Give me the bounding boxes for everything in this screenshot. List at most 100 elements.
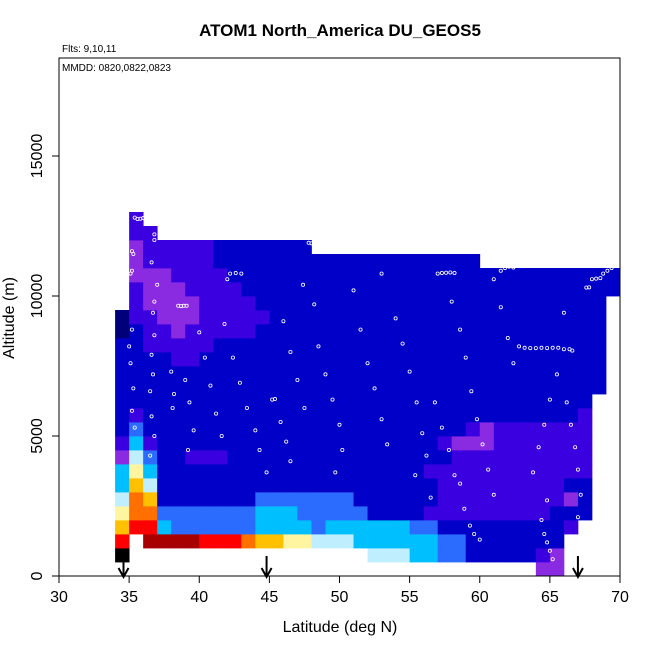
heatmap-cell [563, 478, 579, 493]
heatmap-cell [535, 380, 551, 395]
heatmap-cell [115, 408, 130, 423]
heatmap-cell [409, 268, 425, 283]
track-point [486, 467, 491, 472]
heatmap-cell [493, 310, 509, 325]
heatmap-cell [451, 296, 467, 311]
heatmap-cell [255, 450, 270, 465]
heatmap-cell [507, 338, 523, 353]
track-point [302, 405, 307, 410]
heatmap-cell [297, 338, 312, 353]
heatmap-cell [115, 478, 130, 493]
heatmap-cell [577, 310, 593, 325]
track-point [148, 453, 153, 458]
heatmap-cell [521, 380, 537, 395]
x-tick-label: 40 [190, 589, 208, 606]
heatmap-cell [381, 310, 396, 325]
heatmap-cell [283, 366, 298, 381]
heatmap-cell [591, 282, 607, 297]
track-point [439, 271, 444, 276]
heatmap-cell [241, 464, 256, 479]
heatmap-cell [199, 436, 214, 451]
y-axis: 0 5000 10000 15000 [29, 134, 59, 580]
down-arrow-icon [117, 556, 130, 580]
heatmap-cell [213, 380, 228, 395]
heatmap-cell [227, 282, 242, 297]
heatmap-cell [185, 338, 200, 353]
heatmap-cell [227, 352, 242, 367]
heatmap-cell [213, 408, 228, 423]
track-point [444, 270, 449, 275]
heatmap-cell [269, 282, 284, 297]
flight-track-points [127, 215, 620, 562]
heatmap-cell [535, 310, 551, 325]
track-point [547, 548, 552, 553]
heatmap-cell [297, 408, 312, 423]
x-tick-label: 60 [471, 589, 489, 606]
heatmap-cell [409, 422, 425, 437]
heatmap-cell [297, 324, 312, 339]
heatmap-cell [451, 338, 467, 353]
track-point [187, 400, 192, 405]
heatmap-cell [521, 268, 537, 283]
heatmap-cell [521, 534, 537, 549]
x-axis-label: Latitude (deg N) [283, 619, 398, 636]
heatmap-cell [591, 338, 607, 353]
heatmap-cell [339, 520, 354, 535]
heatmap-cell [115, 310, 130, 325]
heatmap-cell [185, 520, 200, 535]
heatmap-cell [437, 324, 453, 339]
heatmap-cell [507, 450, 523, 465]
heatmap-cell [549, 492, 565, 507]
heatmap-cell [479, 492, 495, 507]
heatmap-cell [423, 408, 439, 423]
heatmap-cell [381, 506, 396, 521]
heatmap-cell [367, 492, 382, 507]
heatmap-cell [199, 254, 214, 269]
heatmap-cell [353, 352, 368, 367]
y-tick-label: 10000 [29, 274, 46, 319]
heatmap-cell [451, 254, 467, 269]
track-point [197, 330, 202, 335]
heatmap-cell [339, 408, 354, 423]
heatmap-cell [437, 282, 453, 297]
heatmap-cell [395, 422, 411, 437]
heatmap-cell [521, 450, 537, 465]
heatmap-cell [255, 478, 270, 493]
track-point [323, 372, 328, 377]
heatmap-cell [213, 282, 228, 297]
heatmap-cell [409, 450, 425, 465]
heatmap-cell [535, 534, 551, 549]
heatmap-cell [493, 520, 509, 535]
heatmap-cell [563, 338, 579, 353]
heatmap-cell [311, 422, 326, 437]
heatmap-cell [479, 338, 495, 353]
x-tick-label: 45 [260, 589, 278, 606]
heatmap-cell [493, 394, 509, 409]
heatmap-cell [283, 254, 298, 269]
heatmap-cell [227, 254, 242, 269]
heatmap-cell [143, 324, 158, 339]
heatmap-cell [549, 310, 565, 325]
heatmap-cell [507, 310, 523, 325]
heatmap-cell [479, 408, 495, 423]
heatmap-cell [227, 436, 242, 451]
heatmap-cell [311, 268, 326, 283]
heatmap-cell [423, 366, 439, 381]
track-point [400, 341, 405, 346]
heatmap-cell [185, 366, 200, 381]
track-point [517, 344, 522, 349]
heatmap-cell [311, 520, 326, 535]
heatmap-cell [479, 394, 495, 409]
heatmap-cell [479, 310, 495, 325]
heatmap-cell [521, 366, 537, 381]
heatmap-cell [213, 506, 228, 521]
heatmap-cell [493, 352, 509, 367]
heatmap-cell [381, 520, 396, 535]
heatmap-cell [493, 324, 509, 339]
heatmap-cell [549, 562, 565, 577]
heatmap-cell [227, 478, 242, 493]
heatmap-cell [451, 464, 467, 479]
heatmap-cell [241, 422, 256, 437]
track-point [449, 299, 454, 304]
heatmap-cell [241, 282, 256, 297]
